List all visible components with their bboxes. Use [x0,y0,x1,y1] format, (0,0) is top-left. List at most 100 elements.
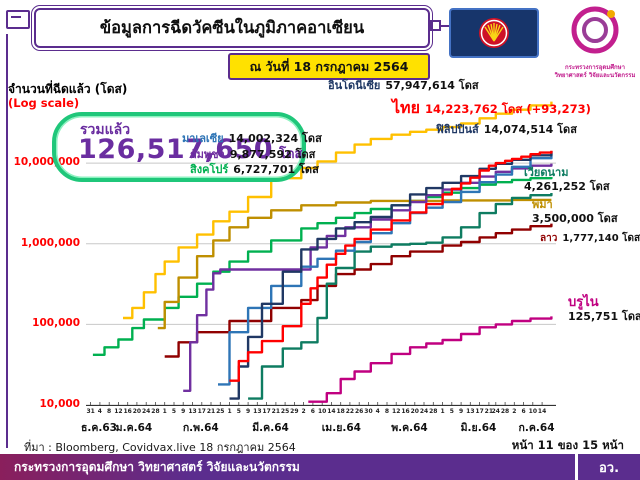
footer-ministry-abbr: อว. [575,454,640,480]
left-border-decoration [6,34,18,448]
footer-bar: กระทรวงการอุดมศึกษา วิทยาศาสตร์ วิจัยและ… [0,454,640,480]
asean-emblem-icon [479,18,509,48]
x-tick-label: 2 [512,408,517,415]
x-tick-label: 25 [216,408,225,415]
x-month-label: ก.ค.64 [518,422,555,434]
x-tick-label: 28 [151,408,160,415]
x-tick-label: 1 [162,408,167,415]
x-tick-label: 21 [484,408,494,415]
ministry-logo-text-line1: กระทรวงการอุดมศึกษา [565,64,625,71]
x-tick-label: 20 [132,408,142,415]
x-tick-label: 1 [440,408,445,415]
country-value: 57,947,614 โดส [385,79,479,92]
annotation-malaysia: มาเลเซีย 14,002,324 โดส [182,129,322,147]
country-value: 9,877,592 โดส [229,148,316,161]
line-myanmar [157,198,552,330]
x-month-label: มิ.ย.64 [460,422,497,434]
x-tick-label: 2 [301,408,306,415]
line-laos [164,223,553,358]
x-tick-label: 10 [317,408,327,415]
log-scale-note: (Log scale) [8,96,80,110]
annotation-cambodia: กัมพูชา 9,877,592 โดส [190,145,315,163]
asean-flag [449,8,539,58]
line-indonesia [123,101,553,320]
x-tick-label: 13 [188,408,197,415]
x-tick-label: 18 [336,408,345,415]
x-tick-label: 16 [123,408,132,415]
x-tick-label: 14 [327,408,336,415]
x-tick-label: 24 [491,408,500,415]
x-tick-label: 9 [458,408,464,415]
x-tick-label: 28 [500,408,510,415]
annotation-brunei: บรูไน 125,751 โดส [568,296,640,324]
country-label: กัมพูชา [190,148,225,161]
corner-slide-icon [6,10,30,29]
corner-slide-icon-line [11,16,21,18]
x-tick-label: 9 [245,408,251,415]
x-tick-label: 4 [375,408,380,415]
country-label: บรูไน [568,295,599,310]
x-tick-label: 13 [253,408,262,415]
x-tick-label: 6 [310,408,315,415]
x-tick-label: 6 [521,408,526,415]
x-month-label: พ.ค.64 [391,422,428,434]
page-title: ข้อมูลการฉีดวัคซีนในภูมิภาคอาเซียน [99,18,365,37]
country-value: 125,751 โดส [568,310,640,323]
total-value-row: 126,517,650 โดส [78,134,302,165]
ministry-logo-icon [571,6,619,54]
country-label: ฟิลิปปินส์ [436,123,479,136]
x-tick-label: 17 [197,408,206,415]
x-tick-label: 5 [449,408,454,415]
y-tick-label: 10,000 [39,398,80,410]
country-label: ไทย [392,98,420,117]
y-tick-label: 1,000,000 [20,236,80,249]
country-label: มาเลเซีย [182,132,224,145]
x-month-label: ธ.ค.63 [80,422,117,434]
page-indicator: หน้า 11 ของ 15 หน้า [511,438,624,452]
line-malaysia [218,151,553,386]
country-label: อินโดนีเซีย [328,79,381,92]
footer-ministry-name: กระทรวงการอุดมศึกษา วิทยาศาสตร์ วิจัยและ… [14,460,300,474]
country-label: เวียดนาม [524,166,569,179]
x-tick-label: 21 [206,408,216,415]
country-label: พม่า [532,198,553,211]
country-value: 6,727,701 โดส [233,163,319,176]
x-tick-label: 30 [364,408,373,415]
country-label: ลาว [540,233,558,244]
header-flag-connector-square [430,20,441,31]
country-value: 3,500,000 โดส [532,212,618,225]
country-value: 14,223,762 โดส (+93,273) [424,102,591,116]
x-tick-label: 4 [97,408,102,415]
x-month-label: มี.ค.64 [252,422,289,434]
annotation-philippines: ฟิลิปปินส์ 14,074,514 โดส [436,120,577,138]
y-axis-title: จำนวนที่ฉีดแล้ว (โดส) [8,82,128,96]
x-tick-label: 24 [419,408,429,415]
annotation-thailand: ไทย 14,223,762 โดส (+93,273) [392,96,591,121]
total-doses-box: รวมแล้ว 126,517,650 โดส [52,112,306,182]
country-value: 14,002,324 โดส [228,132,322,145]
x-tick-label: 31 [86,408,95,415]
x-tick-label: 29 [290,408,299,415]
line-vietnam [248,193,553,400]
x-tick-label: 9 [181,408,186,415]
total-value: 126,517,650 [78,134,274,165]
annotation-vietnam: เวียดนาม 4,261,252 โดส [524,166,610,194]
y-tick-label: 100,000 [32,317,80,330]
x-tick-label: 17 [475,408,484,415]
chart-svg [86,101,556,406]
x-month-label: ม.ค.64 [115,422,153,434]
x-tick-label: 10 [528,408,538,415]
x-tick-label: 14 [537,408,547,415]
x-tick-label: 5 [236,408,241,415]
total-label: รวมแล้ว [80,122,131,138]
x-tick-label: 5 [171,408,177,415]
annotation-myanmar: พม่า 3,500,000 โดส [532,198,618,226]
x-tick-label: 28 [429,408,438,415]
line-brunei [308,316,553,403]
x-tick-label: 26 [355,408,364,415]
x-tick-label: 20 [410,408,419,415]
line-cambodia [183,163,553,392]
x-month-labels: ธ.ค.63 ม.ค.64 ก.พ.64 มี.ค.64 เม.ย.64 พ.ค.64 มิ… [81,419,576,434]
country-value: 14,074,514 โดส [483,123,577,136]
